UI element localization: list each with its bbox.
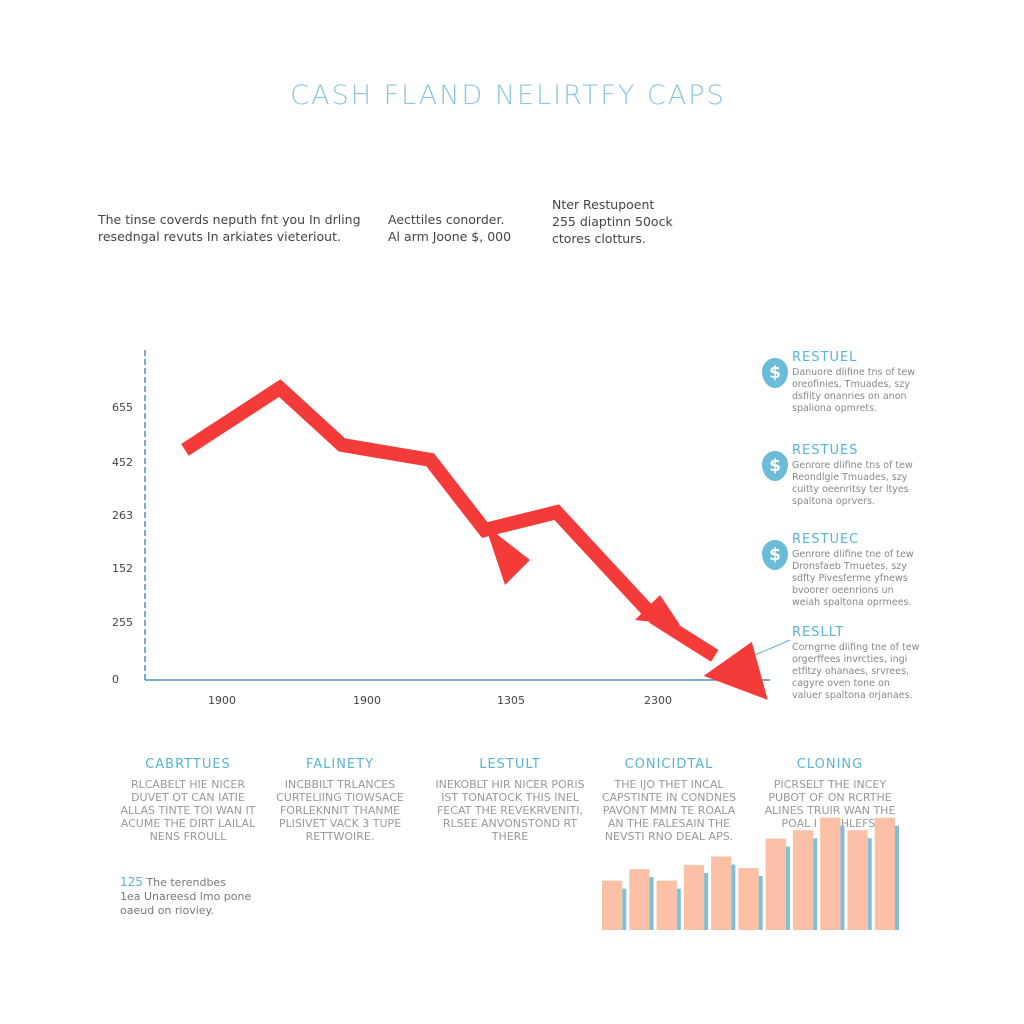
series-line (181, 379, 719, 662)
bar-accent (649, 877, 654, 930)
note: 125 The terendbes 1ea Unareesd lmo pone o… (120, 875, 252, 917)
side-item-4: RESLLT Corngrne dlifing tne of tew orgerf… (792, 625, 920, 701)
bar-accent (758, 876, 763, 930)
dollar-pin-icon: $ (762, 358, 788, 388)
arrow-head (485, 525, 530, 585)
callout-line (754, 639, 791, 656)
bar-accent (731, 864, 736, 930)
bar-accent (785, 846, 790, 930)
x-tick-label: 2300 (644, 694, 672, 707)
bar (711, 856, 732, 930)
side-item-1: $ RESTUEL Danuore dlifine tns of tew oreo… (762, 350, 922, 415)
intro-text-1: The tinse coverds neputh fnt you In drli… (98, 212, 361, 244)
bar-accent (704, 872, 709, 930)
arrow-head (703, 641, 768, 700)
bar (629, 869, 650, 930)
bar-accent (676, 888, 681, 930)
y-tick-label: 255 (112, 616, 133, 629)
y-tick-label: 0 (112, 673, 119, 686)
bar (820, 817, 841, 930)
dollar-pin-icon: $ (762, 451, 788, 481)
bar-accent (813, 838, 818, 930)
y-tick-label: 152 (112, 562, 133, 575)
bar (765, 838, 786, 930)
column-2: FALINETY INCBBILT TRLANCES CURTELIING TIO… (276, 757, 404, 843)
y-tick-label: 452 (112, 456, 133, 469)
y-tick-label: 655 (112, 401, 133, 414)
arrow-head (635, 595, 680, 625)
column-4: CONICIDTAL THE IJO THET INCAL CAPSTINTE I… (601, 757, 737, 843)
bar (874, 817, 895, 930)
bar (738, 868, 759, 930)
column-3: LESTULT INEKOBLT HIR NICER PORIS IST TONA… (435, 757, 585, 843)
bar (683, 864, 705, 930)
x-tick-label: 1900 (353, 694, 381, 707)
x-tick-label: 1900 (208, 694, 236, 707)
bar (792, 830, 814, 930)
bar-accent (840, 825, 845, 930)
bar (847, 830, 868, 930)
x-tick-label: 1305 (497, 694, 525, 707)
bar-chart (602, 817, 899, 930)
bar (656, 880, 677, 930)
bar (602, 880, 623, 930)
side-item-3: $ RESTUEC Genrore dlifine tne of tew Dron… (762, 532, 922, 609)
bar-accent (867, 838, 872, 930)
page-title: CASH FLAND NELIRTFY CAPS (290, 80, 726, 111)
y-tick-label: 263 (112, 509, 133, 522)
intro-text-3: Nter Restupoent 255 diaptinn 50ock ctores … (552, 197, 673, 246)
bar-accent (895, 825, 899, 930)
bar-accent (622, 888, 627, 930)
column-5: CLONING PICRSELT THE INCEY PUBOT OF ON RC… (764, 757, 896, 830)
dollar-pin-icon: $ (762, 540, 788, 570)
intro-text-2: Aecttiles conorder. Al arm Joone $, 000 (388, 212, 512, 244)
column-1: CABRTTUES RLCABELT HIE NICER DUVET OT CAN… (120, 757, 256, 843)
side-item-2: $ RESTUES Genrore dlifine tns of tew Reon… (762, 443, 922, 508)
